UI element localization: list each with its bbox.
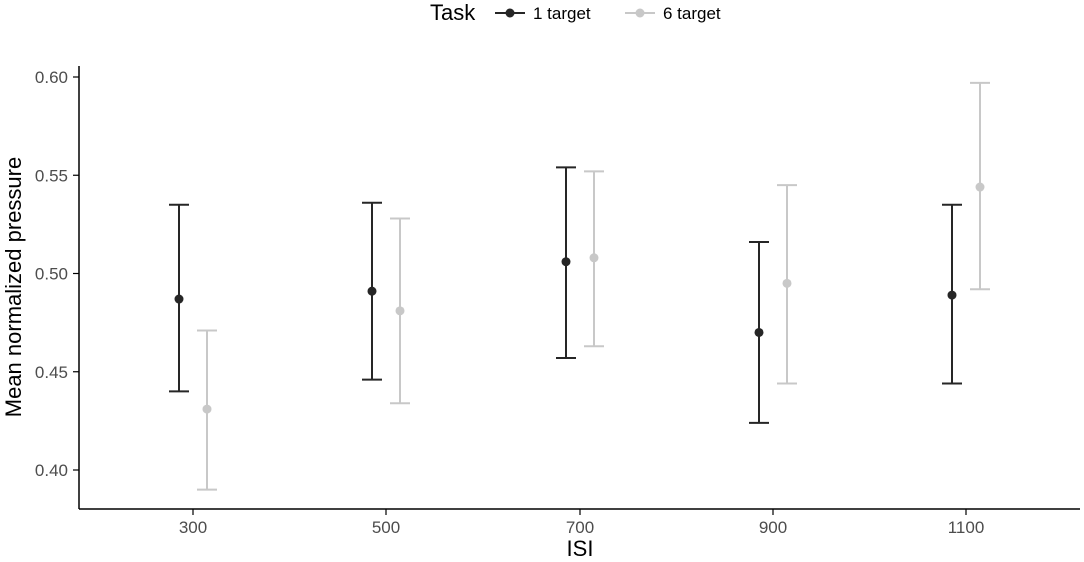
x-axis-title: ISI xyxy=(567,536,594,561)
x-axis-ticks: 300 500 700 900 1100 xyxy=(179,509,984,537)
y-axis-ticks: 0.40 0.45 0.50 0.55 0.60 xyxy=(35,68,79,480)
y-tick-label: 0.55 xyxy=(35,166,68,185)
y-tick-label: 0.60 xyxy=(35,68,68,87)
x-tick-label: 1100 xyxy=(948,518,985,537)
x-tick-label: 500 xyxy=(372,518,400,537)
series-2 xyxy=(197,81,990,491)
data-point xyxy=(975,182,985,192)
data-point xyxy=(395,306,405,316)
legend-key-point xyxy=(505,8,515,18)
legend-key-point xyxy=(635,8,645,18)
legend-label: 6 target xyxy=(663,4,721,23)
legend-title: Task xyxy=(430,0,476,25)
y-tick-label: 0.40 xyxy=(35,461,68,480)
series-1 xyxy=(169,166,962,424)
legend-item: 6 target xyxy=(625,4,721,23)
x-tick-label: 900 xyxy=(759,518,787,537)
data-point xyxy=(589,253,599,263)
data-point xyxy=(947,290,957,300)
data-point xyxy=(782,278,792,288)
legend: Task 1 target 6 target xyxy=(430,0,721,25)
x-tick-label: 300 xyxy=(179,518,207,537)
legend-item: 1 target xyxy=(495,4,591,23)
y-axis-title: Mean normalized pressure xyxy=(1,157,26,417)
data-point xyxy=(754,327,764,337)
legend-label: 1 target xyxy=(533,4,591,23)
data-point xyxy=(174,294,184,304)
y-tick-label: 0.45 xyxy=(35,363,68,382)
x-tick-label: 700 xyxy=(566,518,594,537)
data-point xyxy=(202,404,212,414)
plot-area xyxy=(169,81,990,491)
data-point xyxy=(561,257,571,267)
y-tick-label: 0.50 xyxy=(35,265,68,284)
data-point xyxy=(367,286,377,296)
